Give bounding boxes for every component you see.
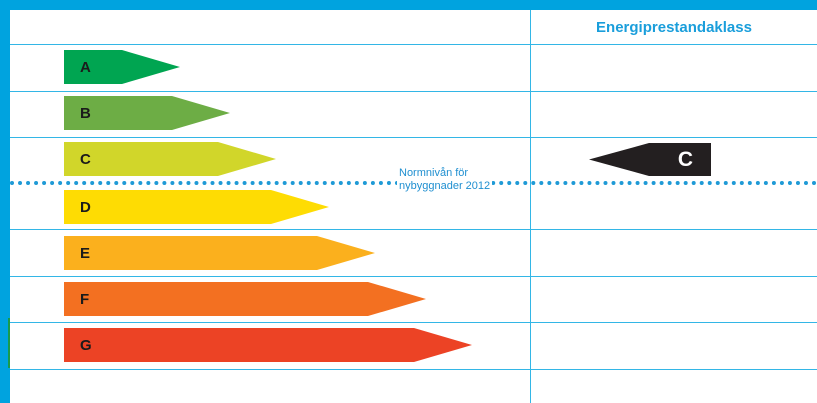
norm-caption-line1: Normnivån för [399,167,469,179]
class-arrow-e: E [64,236,375,270]
class-label: G [80,336,92,354]
class-label: D [80,198,91,216]
row-divider [10,137,817,138]
left-accent [8,318,10,368]
class-arrow-g: G [64,328,472,362]
class-label: F [80,290,90,308]
norm-level-caption: Normnivån för nybyggnader 2012 [397,167,493,193]
top-border [0,0,817,10]
rating-indicator: C [589,143,711,176]
class-arrow-b: B [64,96,230,130]
norm-caption-line2: nybyggnader 2012 [399,180,491,192]
row-divider [10,91,817,92]
class-label: E [80,244,91,262]
column-divider [530,10,531,403]
row-divider [10,369,817,370]
row-divider [10,276,817,277]
class-label: C [80,150,91,168]
rating-label: C [677,147,693,171]
class-label: A [80,58,91,76]
class-arrow-a: A [64,50,180,84]
left-border [0,0,10,403]
class-arrow-c: C [64,142,276,176]
energy-class-header: Energiprestandaklass [596,18,752,36]
row-divider [10,229,817,230]
class-label: B [80,104,91,122]
class-arrow-d: D [64,190,329,224]
class-arrow-f: F [64,282,426,316]
row-divider [10,44,817,45]
row-divider [10,322,817,323]
